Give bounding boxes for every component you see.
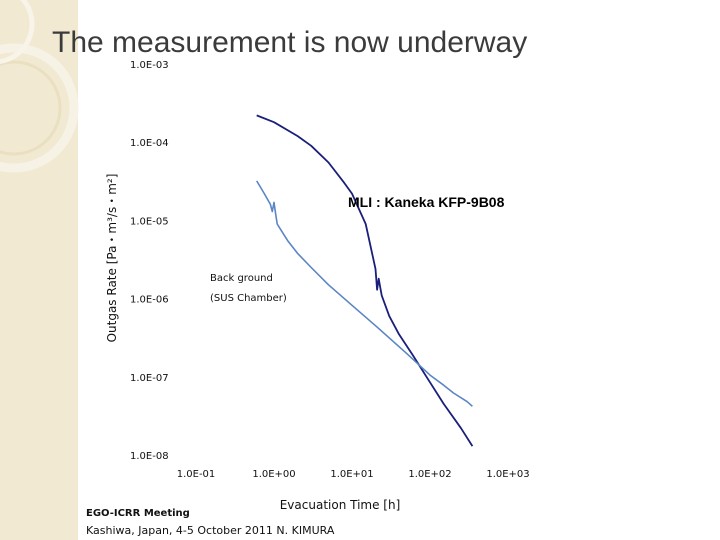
x-axis-label: Evacuation Time [h] — [280, 498, 401, 512]
y-tick-label: 1.0E-04 — [130, 138, 169, 149]
mli-series-line — [256, 114, 474, 447]
background-series-line — [256, 180, 473, 407]
x-tick-label: 1.0E+03 — [486, 469, 529, 480]
y-tick-label: 1.0E-03 — [130, 60, 169, 71]
x-tick-label: 1.0E+01 — [330, 469, 373, 480]
x-tick-label: 1.0E+00 — [252, 469, 295, 480]
footer-meeting-name: EGO-ICRR Meeting — [86, 508, 190, 519]
decorative-rings — [0, 0, 79, 173]
y-tick-label: 1.0E-05 — [130, 216, 169, 227]
y-tick-label: 1.0E-06 — [130, 295, 169, 306]
x-tick-label: 1.0E-01 — [177, 469, 216, 480]
x-tick-label: 1.0E+02 — [408, 469, 451, 480]
mli-series-label: MLI : Kaneka KFP-9B08 — [348, 194, 505, 210]
slide-title: The measurement is now underway — [52, 26, 528, 59]
footer-venue-author: Kashiwa, Japan, 4-5 October 2011 N. KIMU… — [86, 524, 335, 537]
background-series-label: Back ground — [210, 273, 273, 284]
y-axis-label: Outgas Rate [Pa・m³/s・m²] — [105, 174, 119, 343]
y-tick-label: 1.0E-08 — [130, 451, 169, 462]
y-tick-label: 1.0E-07 — [130, 373, 169, 384]
side-decoration-band — [0, 0, 78, 540]
background-series-sublabel: (SUS Chamber) — [210, 293, 287, 304]
